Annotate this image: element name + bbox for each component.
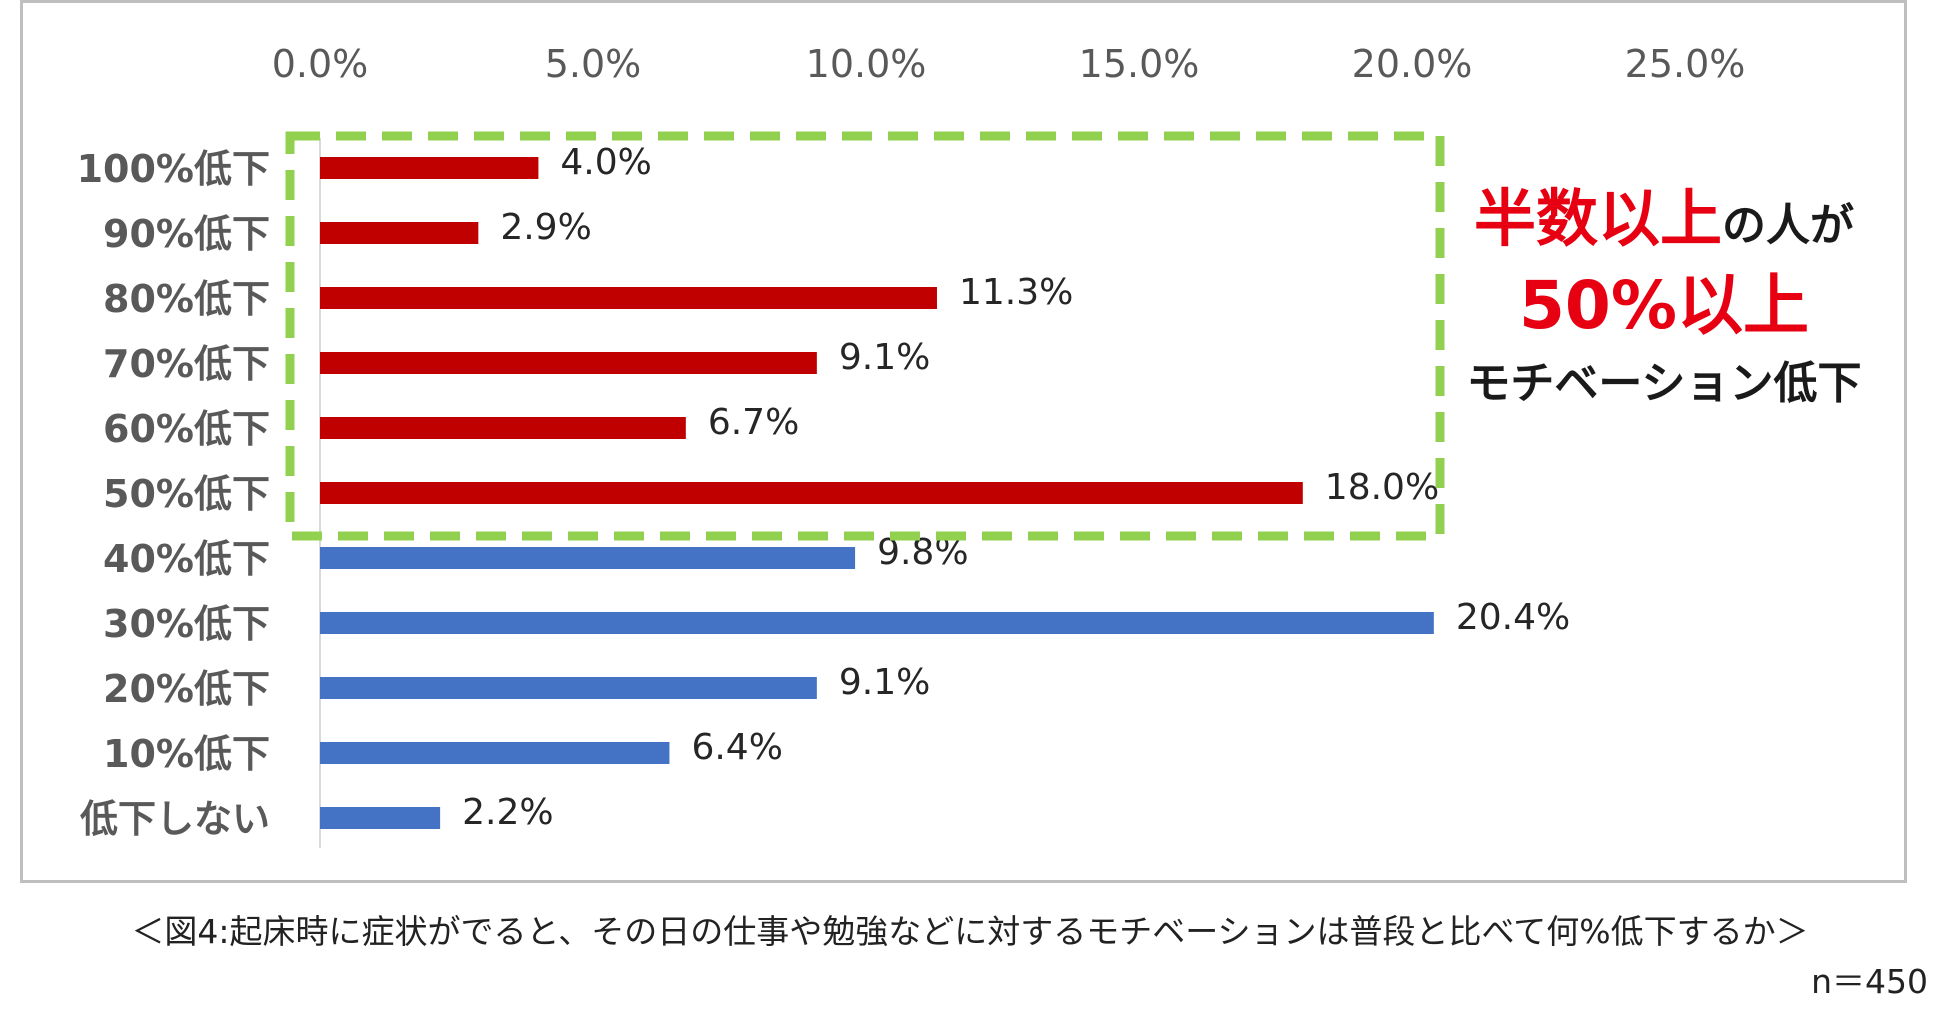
figure-caption: ＜図4:起床時に症状がでると、その日の仕事や勉強などに対するモチベーションは普段…: [131, 912, 1809, 951]
bar: [320, 417, 686, 439]
annotation-line-1-black: の人が: [1722, 200, 1854, 251]
category-label: 60%低下: [103, 407, 270, 451]
bar: [320, 612, 1434, 634]
category-label: 100%低下: [77, 147, 270, 191]
data-label: 18.0%: [1325, 467, 1439, 508]
category-label: 50%低下: [103, 472, 270, 516]
category-label: 20%低下: [103, 667, 270, 711]
category-label: 30%低下: [103, 602, 270, 646]
x-tick-label: 25.0%: [1625, 42, 1746, 86]
category-labels: 100%低下 90%低下 80%低下 70%低下 60%低下 50%低下 40%低下 30%低…: [77, 147, 270, 841]
data-label: 20.4%: [1456, 597, 1570, 638]
data-label: 6.7%: [708, 402, 799, 443]
bar: [320, 352, 817, 374]
category-label: 70%低下: [103, 342, 270, 386]
data-label: 2.2%: [462, 792, 553, 833]
x-tick-label: 10.0%: [806, 42, 927, 86]
sample-size: n＝450: [1811, 962, 1928, 1001]
data-label: 9.1%: [839, 662, 930, 703]
data-labels: 4.0%2.9%11.3%9.1%6.7%18.0%9.8%20.4%9.1%6…: [462, 142, 1570, 833]
category-label: 80%低下: [103, 277, 270, 321]
category-label: 40%低下: [103, 537, 270, 581]
x-tick-label: 5.0%: [545, 42, 642, 86]
bar-chart: 0.0% 5.0% 10.0% 15.0% 20.0% 25.0% 100%低下 90%低下…: [77, 42, 1862, 848]
data-label: 4.0%: [560, 142, 651, 183]
annotation-line-3: モチベーション低下: [1466, 358, 1861, 409]
bar: [320, 287, 937, 309]
bar: [320, 677, 817, 699]
annotation-line-1: 半数以上の人が: [1474, 182, 1854, 255]
bar: [320, 157, 539, 179]
category-label: 低下しない: [80, 797, 270, 841]
bar: [320, 547, 856, 569]
x-tick-label: 20.0%: [1352, 42, 1473, 86]
data-label: 6.4%: [691, 727, 782, 768]
category-label: 90%低下: [103, 212, 270, 256]
x-tick-label: 0.0%: [272, 42, 369, 86]
data-label: 2.9%: [500, 207, 591, 248]
bar: [320, 482, 1303, 504]
bars: [320, 157, 1434, 829]
chart-frame: [20, 0, 1907, 883]
data-label: 11.3%: [959, 272, 1073, 313]
bar: [320, 807, 441, 829]
bar: [320, 742, 670, 764]
highlight-box: [285, 131, 1445, 541]
annotation-line-2: 50%以上: [1519, 267, 1809, 344]
bar: [320, 222, 479, 244]
category-label: 10%低下: [103, 732, 270, 776]
x-tick-label: 15.0%: [1079, 42, 1200, 86]
x-axis-ticks: 0.0% 5.0% 10.0% 15.0% 20.0% 25.0%: [272, 42, 1746, 86]
annotation-line-1-red: 半数以上: [1474, 182, 1722, 255]
data-label: 9.1%: [839, 337, 930, 378]
